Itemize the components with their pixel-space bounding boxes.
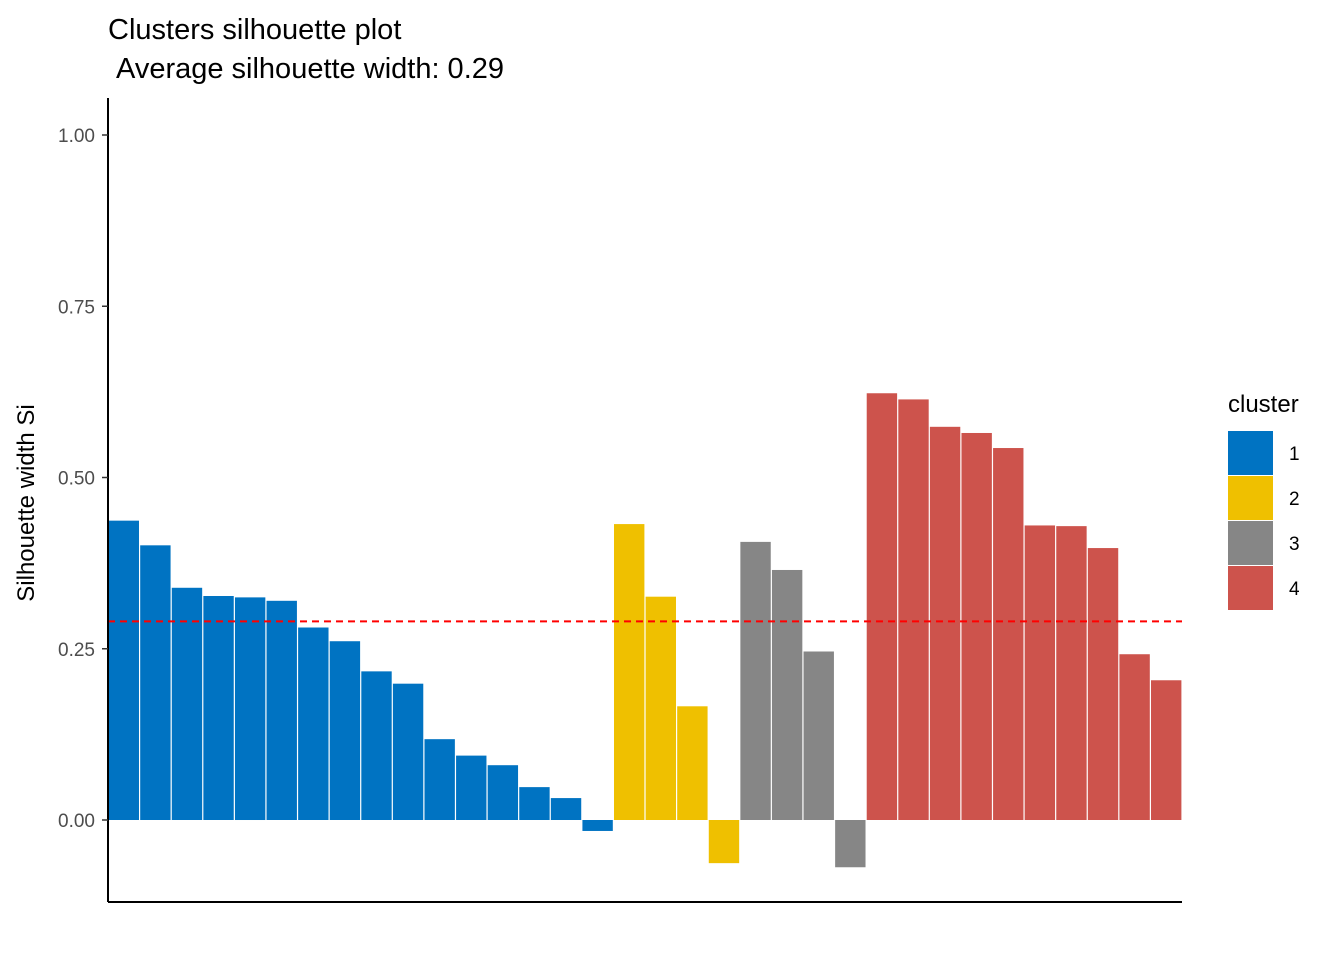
legend-key-3	[1228, 521, 1273, 565]
bar-cluster-1	[582, 820, 613, 831]
chart-subtitle-text: Average silhouette width: 0.29	[116, 53, 504, 85]
bar-cluster-2	[708, 820, 740, 864]
bar-cluster-1	[550, 798, 582, 820]
bar-cluster-1	[203, 596, 234, 820]
bar-cluster-4	[993, 448, 1024, 820]
bar-cluster-4	[1056, 526, 1087, 820]
y-tick-label: 0.00	[58, 811, 95, 832]
legend: cluster 1 2 3 4	[1228, 391, 1300, 610]
chart-subtitle: Average silhouette width: 0.29	[116, 53, 504, 85]
bar-cluster-4	[898, 399, 929, 820]
chart-title: Clusters silhouette plot	[108, 14, 401, 46]
bar-cluster-3	[771, 569, 803, 820]
y-ticks-group: 0.00 0.25 0.50 0.75 1.00	[58, 126, 108, 832]
bar-cluster-3	[740, 541, 771, 820]
bar-cluster-1	[392, 683, 424, 820]
bar-cluster-4	[866, 393, 898, 820]
bar-cluster-1	[329, 641, 361, 820]
bar-cluster-1	[361, 671, 392, 820]
legend-items: 1 2 3 4	[1228, 431, 1300, 610]
bar-cluster-2	[677, 706, 708, 820]
bar-cluster-1	[171, 587, 203, 820]
bar-cluster-3	[835, 820, 866, 868]
legend-key-2	[1228, 476, 1273, 520]
bar-cluster-1	[234, 597, 266, 821]
y-tick-label: 1.00	[58, 126, 95, 147]
y-tick-label: 0.25	[58, 640, 95, 661]
legend-title: cluster	[1228, 391, 1299, 418]
axes-group	[107, 98, 1182, 903]
legend-label-4: 4	[1289, 579, 1300, 600]
bar-cluster-4	[1119, 654, 1150, 820]
bar-cluster-4	[961, 432, 992, 820]
y-tick-label: 0.75	[58, 297, 95, 318]
bar-cluster-4	[929, 426, 961, 820]
bar-cluster-3	[803, 651, 834, 820]
bar-cluster-4	[1024, 525, 1056, 820]
bar-cluster-1	[140, 545, 171, 820]
legend-label-3: 3	[1289, 534, 1300, 555]
legend-key-4	[1228, 566, 1273, 610]
y-axis-title: Silhouette width Si	[13, 404, 40, 601]
legend-label-1: 1	[1289, 444, 1300, 465]
bar-cluster-2	[645, 596, 676, 820]
bar-cluster-1	[266, 600, 297, 820]
legend-label-2: 2	[1289, 489, 1300, 510]
y-tick-label: 0.50	[58, 469, 95, 490]
bar-cluster-2	[614, 524, 645, 820]
bar-cluster-1	[487, 765, 519, 820]
bar-cluster-1	[298, 627, 329, 820]
bar-cluster-1	[424, 739, 455, 820]
bar-cluster-4	[1151, 680, 1182, 820]
bar-cluster-1	[108, 520, 139, 820]
bars-group	[108, 393, 1182, 868]
bar-cluster-1	[519, 787, 550, 820]
bar-cluster-4	[1087, 548, 1119, 820]
legend-key-1	[1228, 431, 1273, 475]
bar-cluster-1	[456, 755, 487, 820]
